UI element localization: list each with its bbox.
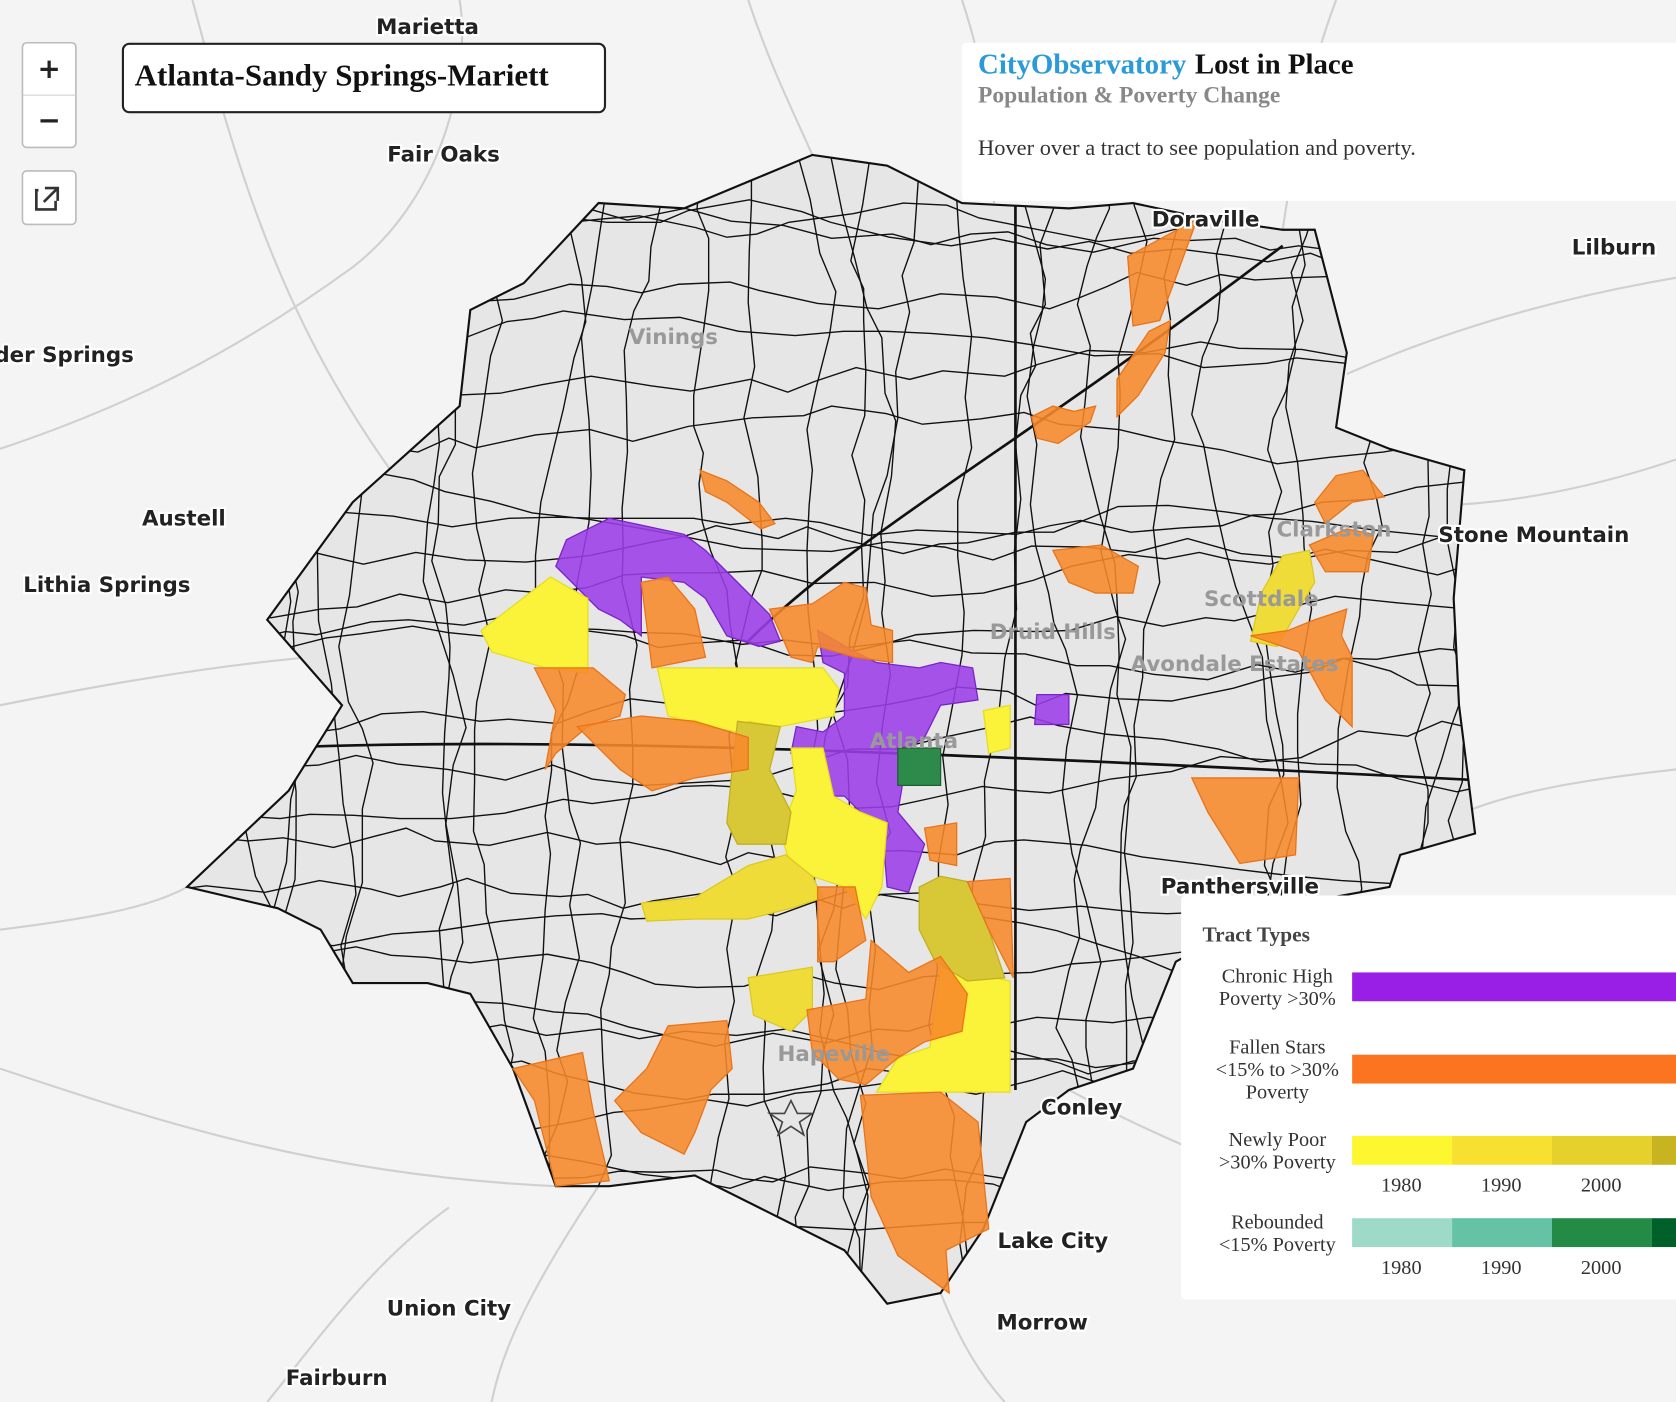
airport-icon: [766, 1098, 815, 1137]
place-label: Union City: [387, 1296, 511, 1321]
title-box: Atlanta-Sandy Springs-Mariett: [121, 42, 607, 114]
place-label: Lilburn: [1572, 235, 1657, 260]
place-label: Marietta: [376, 15, 479, 40]
tract[interactable]: [1126, 217, 1199, 327]
place-label: Druid Hills: [990, 620, 1116, 645]
place-label: Austell: [142, 507, 226, 532]
colored-tracts: [480, 217, 1386, 1295]
tract-line: [229, 154, 305, 1304]
tract[interactable]: [1033, 693, 1070, 726]
legend-swatch: [1352, 1054, 1676, 1084]
legend-year: 1990: [1481, 1257, 1522, 1279]
legend-label: Chronic High: [1222, 966, 1333, 988]
legend-year: 1980: [1381, 1174, 1422, 1196]
place-label: Hapeville: [777, 1042, 889, 1067]
legend-swatch: [1552, 1218, 1652, 1248]
share-icon: [35, 186, 60, 211]
legend-label: Poverty >30%: [1219, 988, 1336, 1010]
tract[interactable]: [966, 877, 1014, 979]
place-label: Morrow: [996, 1310, 1087, 1335]
zoom-out[interactable]: −: [38, 103, 61, 136]
brand: CityObservatory: [978, 49, 1187, 81]
place-label: Vinings: [629, 325, 718, 350]
share-button[interactable]: [21, 170, 77, 226]
legend-label: Poverty: [1246, 1082, 1310, 1104]
tract[interactable]: [806, 939, 969, 1086]
tract[interactable]: [1190, 777, 1300, 865]
info-heading: CityObservatory Lost in Place: [978, 49, 1354, 81]
legend-year: 1990: [1481, 1174, 1522, 1196]
tract-line: [187, 468, 1476, 537]
place-labels: Marietta Fair Oaks der Springs Vinings Auste…: [0, 13, 1658, 1393]
zoom-in[interactable]: +: [38, 52, 61, 85]
tract[interactable]: [817, 886, 867, 963]
legend-label: >30% Poverty: [1219, 1152, 1337, 1174]
place-label: der Springs: [0, 343, 134, 368]
legend-swatch: [1651, 1135, 1676, 1165]
tract[interactable]: [1250, 608, 1353, 729]
tract[interactable]: [1249, 549, 1316, 648]
tract[interactable]: [918, 875, 1006, 982]
tract[interactable]: [1313, 469, 1386, 525]
legend-label: Rebounded: [1231, 1211, 1323, 1233]
title-text: Atlanta-Sandy Springs-Mariett: [135, 57, 550, 92]
place-label: Doraville: [1152, 208, 1260, 233]
legend-label: Fallen Stars: [1229, 1037, 1326, 1059]
tract[interactable]: [768, 581, 894, 664]
legend-swatch: [1651, 1218, 1676, 1248]
legend-swatch: [1352, 972, 1676, 1002]
legend-swatch: [1352, 1218, 1453, 1248]
info-hint: Hover over a tract to see population and…: [978, 135, 1416, 160]
place-label: Clarkston: [1276, 517, 1391, 542]
legend-year: 2000: [1581, 1257, 1622, 1279]
tract[interactable]: [699, 469, 776, 530]
legend-swatch: [1452, 1135, 1553, 1165]
major-road: [747, 244, 1284, 643]
legend-swatch: [1552, 1135, 1652, 1165]
legend-label: <15% to >30%: [1216, 1059, 1339, 1081]
legend-label: <15% Poverty: [1219, 1234, 1337, 1256]
tract[interactable]: [1051, 544, 1140, 594]
tract[interactable]: [575, 715, 749, 792]
place-label: Fairburn: [286, 1366, 388, 1391]
legend-year: 2000: [1581, 1174, 1622, 1196]
place-label: Lake City: [997, 1229, 1108, 1254]
place-label: Stone Mountain: [1438, 523, 1629, 548]
legend-swatch: [1352, 1135, 1453, 1165]
tract-line: [187, 535, 1476, 565]
tract[interactable]: [982, 704, 1011, 755]
tract[interactable]: [923, 822, 958, 867]
place-label: Scottdale: [1204, 587, 1319, 612]
info-panel: CityObservatory Lost in Place Population …: [961, 42, 1676, 201]
info-subtitle: Population & Poverty Change: [978, 83, 1280, 109]
legend-swatch: [1452, 1218, 1553, 1248]
tract[interactable]: [555, 517, 782, 648]
tract[interactable]: [790, 629, 979, 894]
place-label: Atlanta: [870, 729, 958, 754]
place-label: Avondale Estates: [1131, 652, 1339, 677]
tract[interactable]: [613, 1019, 733, 1155]
legend-title: Tract Types: [1202, 922, 1309, 946]
legend-year: 1980: [1381, 1257, 1422, 1279]
tract[interactable]: [512, 1051, 611, 1187]
legend-label: Newly Poor: [1229, 1129, 1327, 1151]
tract[interactable]: [897, 747, 942, 787]
tract[interactable]: [1116, 319, 1172, 419]
place-label: Fair Oaks: [387, 142, 500, 167]
zoom-control: + −: [21, 41, 77, 149]
place-label: Lithia Springs: [23, 573, 190, 598]
info-panel-bg: [961, 42, 1676, 201]
tract[interactable]: [1308, 528, 1375, 573]
title-frame: [121, 42, 607, 114]
place-label: Conley: [1041, 1096, 1122, 1121]
tract[interactable]: [1030, 405, 1097, 445]
info-title: Lost in Place: [1195, 49, 1354, 81]
tract[interactable]: [747, 966, 813, 1032]
tract[interactable]: [640, 576, 707, 669]
tract[interactable]: [859, 1091, 990, 1295]
